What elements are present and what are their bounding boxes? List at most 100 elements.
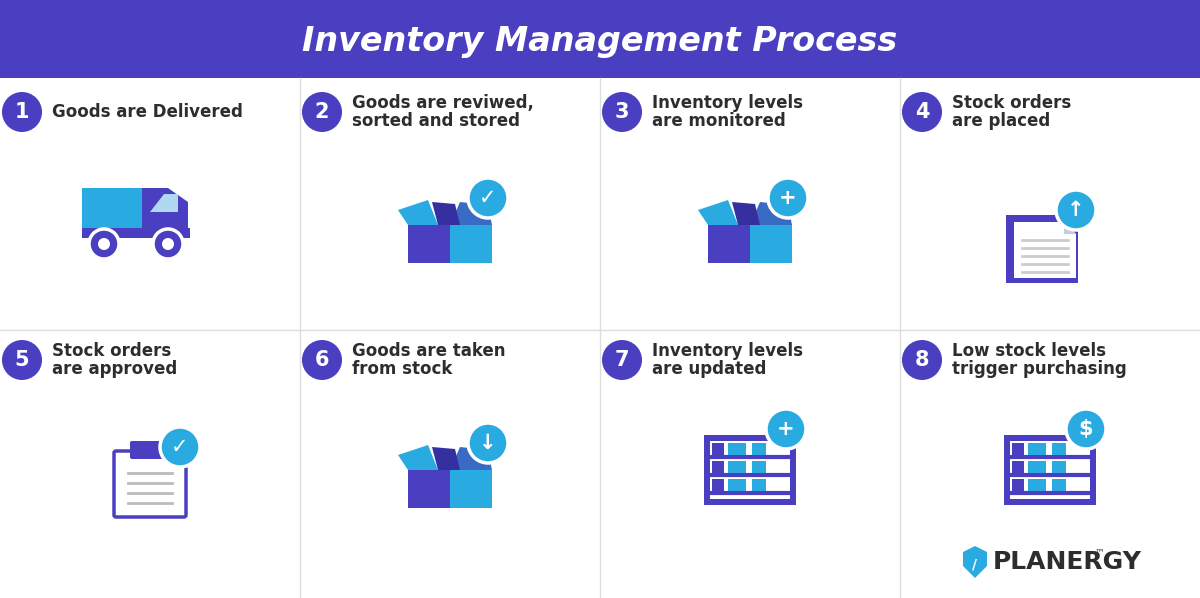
- Polygon shape: [964, 546, 986, 578]
- Text: are approved: are approved: [52, 360, 178, 378]
- FancyBboxPatch shape: [1052, 443, 1066, 455]
- Text: 3: 3: [614, 102, 629, 122]
- Circle shape: [766, 409, 806, 449]
- Polygon shape: [398, 200, 438, 225]
- FancyBboxPatch shape: [0, 78, 1200, 598]
- FancyBboxPatch shape: [1052, 461, 1066, 473]
- FancyBboxPatch shape: [1028, 461, 1046, 473]
- Text: Inventory levels: Inventory levels: [652, 94, 803, 112]
- Text: trigger purchasing: trigger purchasing: [952, 360, 1127, 378]
- FancyBboxPatch shape: [1006, 215, 1078, 283]
- FancyBboxPatch shape: [708, 225, 750, 263]
- Text: Goods are reviwed,: Goods are reviwed,: [352, 94, 534, 112]
- Text: Goods are taken: Goods are taken: [352, 342, 505, 360]
- Polygon shape: [698, 200, 738, 225]
- Polygon shape: [450, 202, 492, 225]
- Circle shape: [602, 92, 642, 132]
- FancyBboxPatch shape: [752, 461, 766, 473]
- Text: sorted and stored: sorted and stored: [352, 112, 520, 130]
- FancyBboxPatch shape: [712, 479, 724, 491]
- Text: ✓: ✓: [172, 437, 188, 457]
- Circle shape: [302, 340, 342, 380]
- Polygon shape: [732, 202, 760, 225]
- Text: are placed: are placed: [952, 112, 1050, 130]
- FancyBboxPatch shape: [408, 470, 450, 508]
- Circle shape: [162, 238, 174, 250]
- Text: Goods are Delivered: Goods are Delivered: [52, 103, 242, 121]
- Circle shape: [768, 178, 808, 218]
- FancyBboxPatch shape: [82, 188, 142, 230]
- Polygon shape: [398, 445, 438, 470]
- FancyBboxPatch shape: [728, 443, 746, 455]
- Polygon shape: [1014, 222, 1076, 278]
- FancyBboxPatch shape: [408, 225, 450, 263]
- Circle shape: [98, 238, 110, 250]
- Text: 2: 2: [314, 102, 329, 122]
- FancyBboxPatch shape: [114, 451, 186, 517]
- FancyBboxPatch shape: [752, 479, 766, 491]
- Text: 8: 8: [914, 350, 929, 370]
- FancyBboxPatch shape: [1012, 443, 1024, 455]
- Text: $: $: [1079, 419, 1093, 439]
- Circle shape: [154, 229, 182, 259]
- Polygon shape: [1064, 222, 1076, 234]
- Text: Stock orders: Stock orders: [52, 342, 172, 360]
- FancyBboxPatch shape: [728, 461, 746, 473]
- Text: /: /: [972, 557, 978, 571]
- Polygon shape: [432, 447, 460, 470]
- Text: Inventory levels: Inventory levels: [652, 342, 803, 360]
- Circle shape: [2, 92, 42, 132]
- Polygon shape: [150, 194, 178, 212]
- Text: are updated: are updated: [652, 360, 767, 378]
- FancyBboxPatch shape: [450, 225, 492, 263]
- Text: 5: 5: [14, 350, 29, 370]
- FancyBboxPatch shape: [130, 441, 170, 459]
- Text: 1: 1: [14, 102, 29, 122]
- Polygon shape: [142, 188, 188, 230]
- FancyBboxPatch shape: [752, 443, 766, 455]
- Circle shape: [902, 340, 942, 380]
- FancyBboxPatch shape: [704, 435, 796, 505]
- Circle shape: [2, 340, 42, 380]
- Text: PLANERGY: PLANERGY: [994, 550, 1142, 574]
- Circle shape: [302, 92, 342, 132]
- Circle shape: [602, 340, 642, 380]
- Text: from stock: from stock: [352, 360, 452, 378]
- Text: Inventory Management Process: Inventory Management Process: [302, 26, 898, 59]
- Text: +: +: [778, 419, 794, 439]
- Polygon shape: [432, 202, 460, 225]
- Text: Low stock levels: Low stock levels: [952, 342, 1106, 360]
- Circle shape: [89, 229, 119, 259]
- FancyBboxPatch shape: [1012, 479, 1024, 491]
- Text: are monitored: are monitored: [652, 112, 786, 130]
- FancyBboxPatch shape: [728, 479, 746, 491]
- FancyBboxPatch shape: [1012, 461, 1024, 473]
- Text: ✓: ✓: [479, 188, 497, 208]
- Circle shape: [468, 423, 508, 463]
- Text: 6: 6: [314, 350, 329, 370]
- Text: +: +: [779, 188, 797, 208]
- Circle shape: [468, 178, 508, 218]
- Circle shape: [1066, 409, 1106, 449]
- Text: ™: ™: [1096, 547, 1105, 557]
- Text: Stock orders: Stock orders: [952, 94, 1072, 112]
- FancyBboxPatch shape: [1010, 441, 1090, 499]
- FancyBboxPatch shape: [710, 441, 790, 499]
- FancyBboxPatch shape: [0, 0, 1200, 78]
- FancyBboxPatch shape: [712, 461, 724, 473]
- FancyBboxPatch shape: [750, 225, 792, 263]
- Text: ↑: ↑: [1067, 200, 1085, 220]
- Polygon shape: [450, 447, 492, 470]
- FancyBboxPatch shape: [1028, 479, 1046, 491]
- FancyBboxPatch shape: [450, 470, 492, 508]
- FancyBboxPatch shape: [1028, 443, 1046, 455]
- Text: ↓: ↓: [479, 433, 497, 453]
- FancyBboxPatch shape: [82, 228, 190, 238]
- FancyBboxPatch shape: [712, 443, 724, 455]
- Circle shape: [1056, 190, 1096, 230]
- FancyBboxPatch shape: [1004, 435, 1096, 505]
- Circle shape: [160, 427, 200, 467]
- Text: 7: 7: [614, 350, 629, 370]
- FancyBboxPatch shape: [1052, 479, 1066, 491]
- Circle shape: [902, 92, 942, 132]
